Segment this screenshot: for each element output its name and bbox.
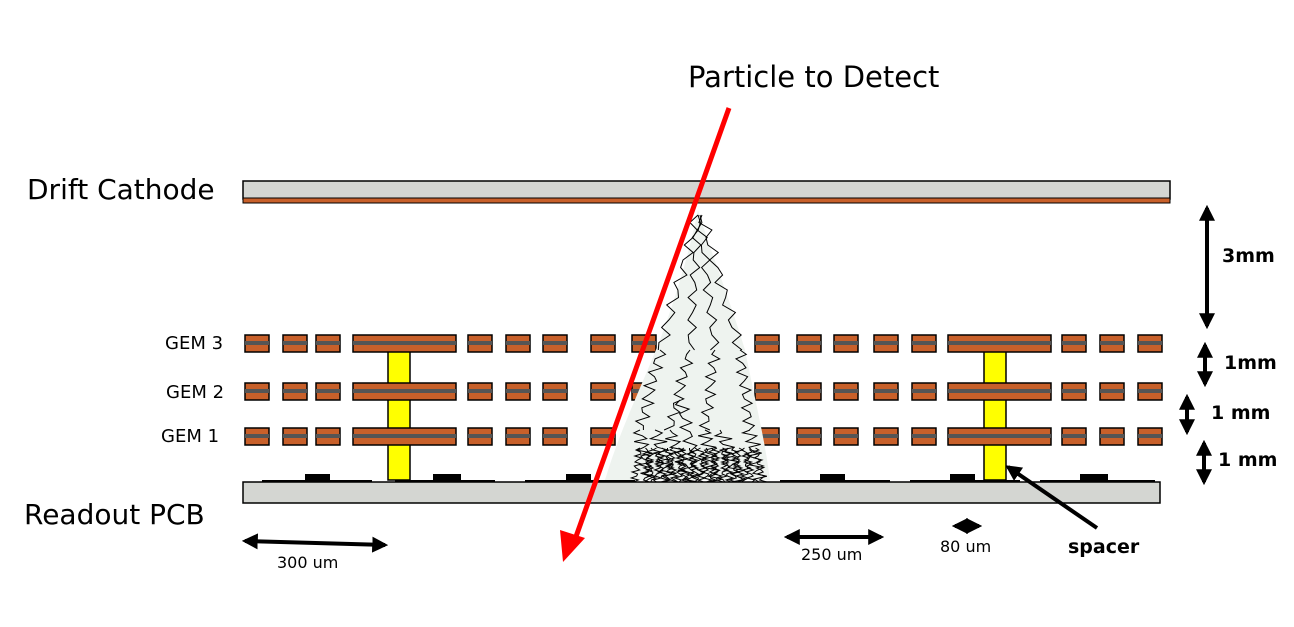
drift-cathode-label: Drift Cathode	[27, 173, 215, 206]
readout-pcb	[242, 474, 1161, 504]
electron-avalanche	[605, 210, 770, 485]
particle-track	[560, 107, 732, 562]
gap-gem2-gem1-label: 1 mm	[1211, 402, 1271, 424]
pitch-300-label: 300 um	[277, 553, 339, 572]
readout-pcb-label: Readout PCB	[24, 498, 205, 531]
gem2-label: GEM 2	[166, 382, 225, 403]
dimension-arrows	[241, 204, 1215, 553]
gem1-label: GEM 1	[161, 426, 220, 447]
drift-cathode-plate	[242, 180, 1171, 204]
spacer-label: spacer	[1068, 536, 1140, 558]
diagram-title: Particle to Detect	[688, 60, 940, 94]
gap-drift-label: 3mm	[1222, 245, 1275, 267]
spacer-right	[983, 349, 1007, 481]
arrow-300um	[241, 533, 389, 553]
gap-gem1-pcb-label: 1 mm	[1218, 449, 1278, 471]
gem3-label: GEM 3	[165, 333, 224, 354]
pitch-250-label: 250 um	[801, 545, 863, 564]
gem3-foil	[244, 334, 1163, 353]
spacer-left	[387, 349, 411, 481]
arrow-spacer	[1005, 465, 1099, 530]
spacer-foil-pads	[352, 334, 1052, 446]
width-80-label: 80 um	[940, 537, 992, 556]
gap-gem3-gem2-label: 1mm	[1224, 352, 1277, 374]
